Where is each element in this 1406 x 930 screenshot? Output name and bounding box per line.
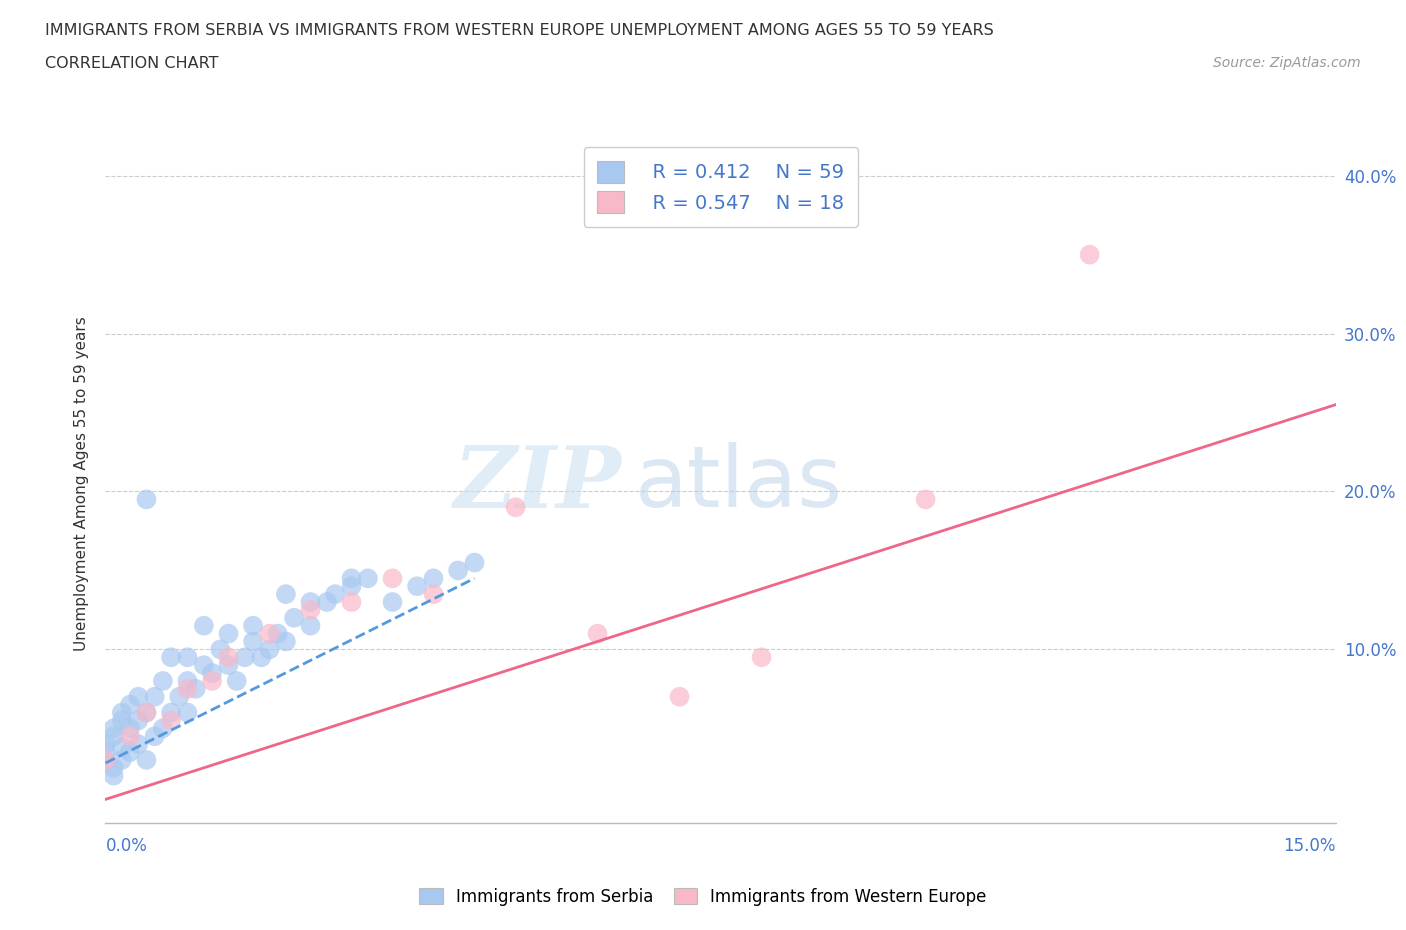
Point (299, 618, 322, 633)
Point (94, 752, 117, 767)
Point (201, 673, 224, 688)
Point (143, 689, 166, 704)
Point (422, 587, 444, 602)
Point (176, 673, 198, 688)
Point (160, 705, 183, 720)
Point (135, 752, 157, 767)
Point (176, 650, 198, 665)
Point (127, 713, 149, 728)
Point (193, 658, 215, 672)
Point (218, 650, 240, 665)
Point (201, 666, 224, 681)
Text: CORRELATION CHART: CORRELATION CHART (45, 56, 218, 71)
Point (127, 737, 149, 751)
Point (299, 594, 322, 609)
Point (103, 761, 125, 776)
Point (668, 689, 690, 704)
Point (316, 594, 339, 609)
Legend: Immigrants from Serbia, Immigrants from Western Europe: Immigrants from Serbia, Immigrants from … (413, 881, 993, 912)
Text: 15.0%: 15.0% (1284, 837, 1336, 855)
Point (160, 650, 183, 665)
Point (103, 768, 125, 783)
Point (120, 729, 141, 744)
Y-axis label: Unemployment Among Ages 55 to 59 years: Unemployment Among Ages 55 to 59 years (73, 316, 89, 651)
Point (127, 689, 149, 704)
Point (381, 571, 404, 586)
Point (184, 682, 207, 697)
Point (340, 594, 363, 609)
Point (274, 587, 297, 602)
Text: ZIP: ZIP (454, 442, 621, 525)
Point (422, 571, 444, 586)
Text: IMMIGRANTS FROM SERBIA VS IMMIGRANTS FROM WESTERN EUROPE UNEMPLOYMENT AMONG AGES: IMMIGRANTS FROM SERBIA VS IMMIGRANTS FRO… (45, 23, 994, 38)
Point (135, 705, 157, 720)
Point (406, 578, 429, 593)
Text: atlas: atlas (634, 442, 842, 525)
Point (152, 673, 174, 688)
Point (135, 705, 157, 720)
Point (1078, 247, 1101, 262)
Point (357, 571, 380, 586)
Point (103, 729, 125, 744)
Point (176, 682, 198, 697)
Point (340, 578, 363, 593)
Point (94, 737, 117, 751)
Point (914, 492, 936, 507)
Point (340, 571, 363, 586)
Point (259, 642, 281, 657)
Point (152, 721, 174, 736)
Point (233, 650, 256, 665)
Point (323, 587, 346, 602)
Point (464, 555, 486, 570)
Point (447, 563, 470, 578)
Point (193, 618, 215, 633)
Point (169, 689, 191, 704)
Point (381, 594, 404, 609)
Point (250, 650, 273, 665)
Point (103, 721, 125, 736)
Point (111, 705, 134, 720)
Point (299, 603, 322, 618)
Point (209, 642, 232, 657)
Point (135, 492, 157, 507)
Point (120, 698, 141, 712)
Point (176, 705, 198, 720)
Point (751, 650, 773, 665)
Point (259, 626, 281, 641)
Text: 0.0%: 0.0% (105, 837, 148, 855)
Point (267, 626, 290, 641)
Point (94, 745, 117, 760)
Point (111, 713, 134, 728)
Point (120, 745, 141, 760)
Point (111, 752, 134, 767)
Point (94, 752, 117, 767)
Point (242, 618, 264, 633)
Point (218, 626, 240, 641)
Legend:   R = 0.412    N = 59,   R = 0.547    N = 18: R = 0.412 N = 59, R = 0.547 N = 18 (583, 147, 858, 227)
Point (225, 673, 247, 688)
Point (505, 499, 527, 514)
Point (586, 626, 609, 641)
Point (160, 713, 183, 728)
Point (111, 740, 134, 755)
Point (218, 658, 240, 672)
Point (242, 634, 264, 649)
Point (120, 721, 141, 736)
Point (274, 634, 297, 649)
Point (283, 610, 305, 625)
Point (143, 729, 166, 744)
Text: Source: ZipAtlas.com: Source: ZipAtlas.com (1213, 56, 1361, 70)
